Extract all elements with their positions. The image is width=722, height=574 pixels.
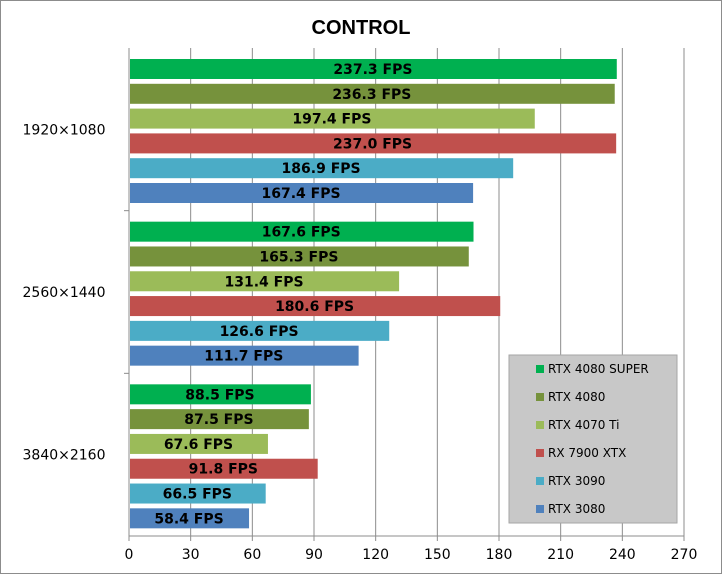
bar-value-label: 58.4 FPS — [154, 511, 223, 527]
axes — [124, 48, 685, 541]
bar — [130, 508, 250, 529]
bar — [130, 108, 535, 129]
bar-value-label: 197.4 FPS — [292, 112, 371, 128]
category-label: 3840×2160 — [23, 448, 106, 464]
bar-value-label: 237.0 FPS — [333, 136, 412, 152]
x-tick-label: 0 — [125, 547, 134, 563]
category-label: 1920×1080 — [23, 122, 106, 138]
bar-value-label: 180.6 FPS — [275, 299, 354, 315]
bar — [130, 183, 474, 203]
x-tick-labels: 0 30 60 90 120 150 180 210 240 270 — [125, 547, 698, 563]
legend-label: RTX 4080 — [548, 390, 605, 404]
bar-value-label: 237.3 FPS — [333, 62, 412, 78]
bar — [130, 458, 318, 479]
bar — [130, 345, 359, 366]
category-label: 2560×1440 — [23, 285, 106, 301]
legend: RTX 4080 SUPER RTX 4080 RTX 4070 Ti RX 7900… — [508, 354, 678, 524]
x-tick-label: 30 — [182, 547, 200, 563]
bar-value-label: 236.3 FPS — [332, 87, 411, 103]
bar-value-label: 67.6 FPS — [164, 437, 233, 453]
bar-value-label: 167.6 FPS — [262, 225, 341, 241]
bars — [130, 59, 617, 529]
legend-swatch — [536, 393, 544, 401]
legend-swatch — [536, 365, 544, 373]
bar — [130, 221, 474, 242]
grid-lines — [190, 48, 685, 536]
legend-label: RTX 3080 — [548, 502, 605, 516]
x-tick-label: 150 — [424, 547, 451, 563]
bar — [130, 246, 469, 267]
legend-label: RTX 3090 — [548, 474, 605, 488]
x-tick-label: 60 — [243, 547, 261, 563]
bar — [130, 296, 501, 317]
legend-label: RTX 4070 Ti — [548, 418, 619, 432]
bar — [130, 133, 617, 154]
x-tick-label: 210 — [547, 547, 574, 563]
legend-swatch — [536, 477, 544, 485]
bar — [130, 158, 514, 179]
bar-value-label: 186.9 FPS — [282, 161, 361, 177]
bar-value-label: 88.5 FPS — [185, 387, 254, 403]
bar — [130, 271, 400, 292]
bar — [130, 83, 615, 104]
legend-box — [508, 354, 678, 524]
legend-swatch — [536, 505, 544, 513]
chart-title: CONTROL — [312, 17, 411, 39]
bar-value-label: 87.5 FPS — [184, 412, 253, 428]
legend-swatch — [536, 421, 544, 429]
bar-value-label: 126.6 FPS — [220, 324, 299, 340]
x-tick-label: 270 — [671, 547, 698, 563]
legend-label: RX 7900 XTX — [548, 446, 626, 460]
bar — [130, 433, 268, 454]
bar-value-label: 167.4 FPS — [262, 186, 341, 202]
x-tick-label: 240 — [609, 547, 636, 563]
bar — [130, 320, 390, 341]
bar-value-label: 91.8 FPS — [189, 462, 258, 478]
bar-value-label: 111.7 FPS — [204, 349, 283, 365]
bar-value-label: 66.5 FPS — [163, 487, 232, 503]
x-tick-label: 180 — [486, 547, 513, 563]
legend-swatch — [536, 449, 544, 457]
bar-value-label: 165.3 FPS — [259, 249, 338, 265]
bar — [130, 483, 266, 504]
category-labels: 1920×1080 2560×1440 3840×2160 — [23, 122, 106, 463]
bar-labels: 237.3 FPS 236.3 FPS 197.4 FPS 237.0 FPS 186.… — [154, 62, 412, 527]
bar — [130, 59, 617, 79]
bar — [130, 409, 309, 430]
bar — [130, 384, 311, 405]
x-tick-label: 120 — [362, 547, 389, 563]
bar-value-label: 131.4 FPS — [225, 274, 304, 290]
legend-label: RTX 4080 SUPER — [548, 362, 649, 376]
x-tick-label: 90 — [305, 547, 323, 563]
